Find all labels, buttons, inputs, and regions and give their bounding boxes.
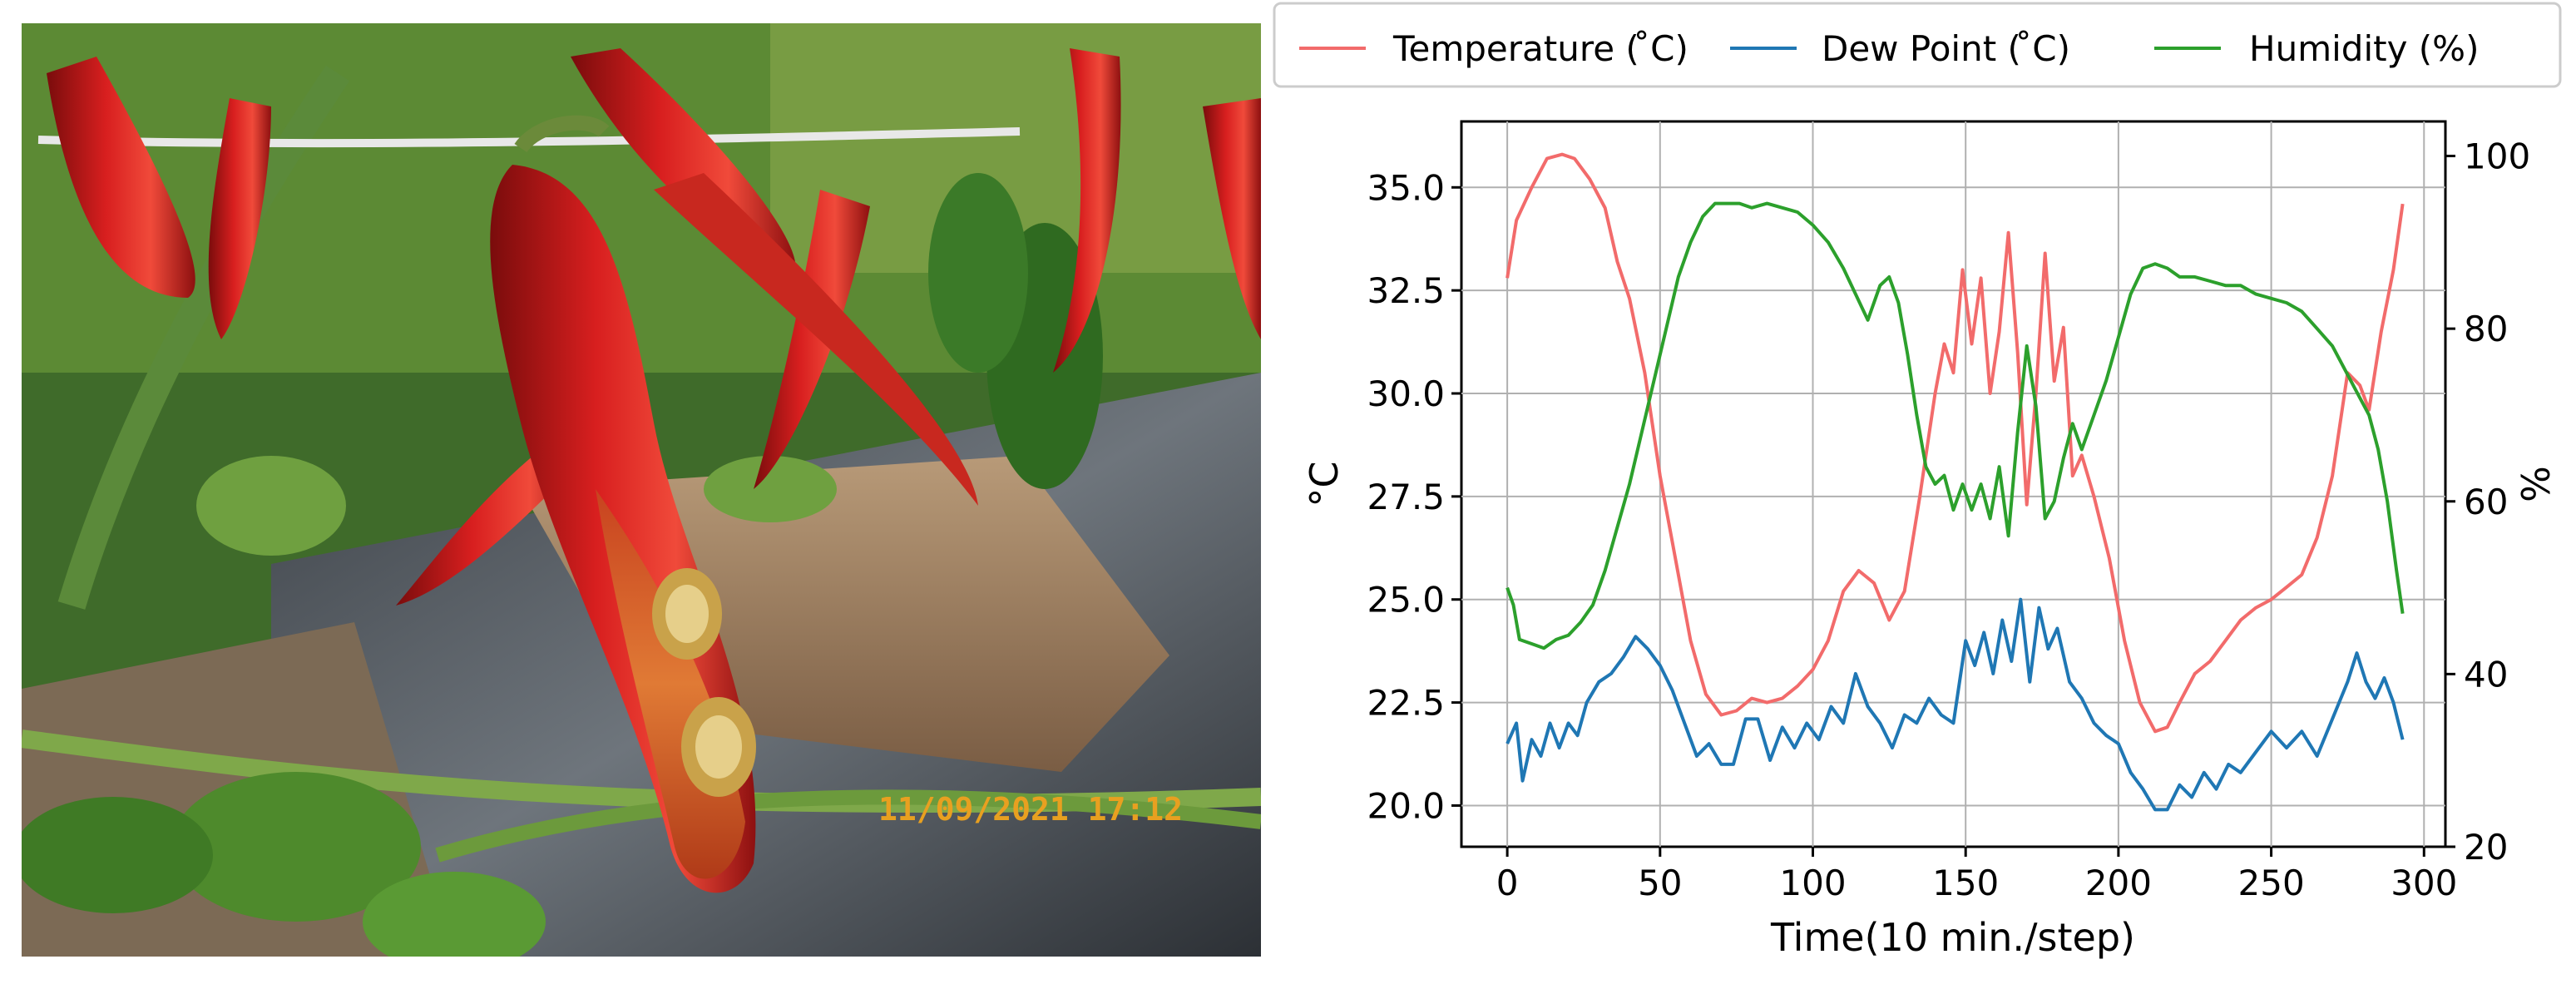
legend: Temperature ( ̊C) Dew Point ( ̊C) Humidi… bbox=[1273, 2, 2562, 88]
y-tick-label: 32.5 bbox=[1367, 270, 1445, 311]
x-axis-ticks: 0 50 100 150 200 250 300 bbox=[1496, 847, 2457, 903]
x-tick-label: 0 bbox=[1496, 863, 1519, 903]
y-tick-label: 30.0 bbox=[1367, 373, 1445, 414]
x-tick-label: 250 bbox=[2238, 863, 2305, 903]
y2-tick-label: 100 bbox=[2464, 136, 2530, 177]
y-tick-label: 20.0 bbox=[1367, 785, 1445, 826]
y2-tick-label: 20 bbox=[2464, 827, 2508, 868]
y2-tick-label: 40 bbox=[2464, 654, 2508, 695]
x-tick-label: 150 bbox=[1932, 863, 1999, 903]
y-tick-label: 35.0 bbox=[1367, 167, 1445, 208]
x-tick-label: 50 bbox=[1638, 863, 1682, 903]
y-axis-label: °C bbox=[1302, 461, 1347, 507]
humidity-line bbox=[1506, 201, 2405, 650]
y-tick-label: 25.0 bbox=[1367, 580, 1445, 621]
legend-temperature-label: Temperature ( ̊C) bbox=[1392, 28, 1688, 69]
y2-tick-label: 80 bbox=[2464, 309, 2508, 349]
y-tick-label: 27.5 bbox=[1367, 477, 1445, 517]
y2-tick-label: 60 bbox=[2464, 482, 2508, 522]
x-tick-label: 100 bbox=[1779, 863, 1846, 903]
weather-line-chart: Temperature ( ̊C) Dew Point ( ̊C) Humidi… bbox=[1273, 2, 2562, 960]
y2-axis-label: % bbox=[2514, 466, 2559, 502]
chili-pepper-photo: 11/09/2021 17:12 bbox=[22, 23, 1261, 957]
y-axis-left-ticks: 20.0 22.5 25.0 27.5 30.0 32.5 35.0 bbox=[1367, 167, 1461, 826]
x-tick-label: 300 bbox=[2391, 863, 2457, 903]
y-tick-label: 22.5 bbox=[1367, 683, 1445, 724]
dew-point-line bbox=[1506, 597, 2405, 812]
gridlines bbox=[1461, 121, 2445, 847]
plot-area bbox=[1460, 120, 2447, 848]
x-tick-label: 200 bbox=[2085, 863, 2152, 903]
series-lines bbox=[1506, 152, 2405, 812]
photo-timestamp: 11/09/2021 17:12 bbox=[878, 791, 1183, 828]
legend-humidity-label: Humidity (%) bbox=[2249, 28, 2479, 69]
legend-dew-point-label: Dew Point ( ̊C) bbox=[1822, 28, 2070, 69]
temperature-line bbox=[1506, 152, 2405, 734]
x-axis-label: Time(10 min./step) bbox=[1770, 915, 2135, 960]
y-axis-right-ticks: 20 40 60 80 100 bbox=[2445, 136, 2530, 868]
